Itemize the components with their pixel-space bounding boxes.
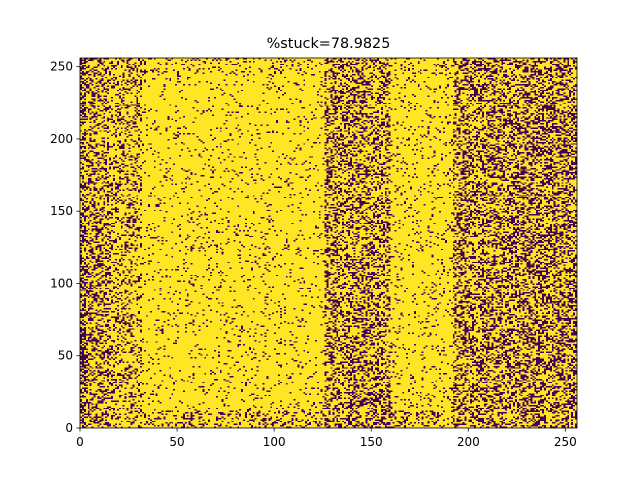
- x-tick-label: 50: [169, 435, 184, 449]
- y-tick-label: 0: [65, 421, 73, 435]
- y-tick-label: 50: [58, 349, 73, 363]
- x-tick-label: 150: [360, 435, 383, 449]
- y-tick-label: 150: [50, 204, 73, 218]
- heatmap-cells: [80, 58, 578, 428]
- y-tick-label: 200: [50, 132, 73, 146]
- y-tick-label: 100: [50, 276, 73, 290]
- x-tick-label: 100: [263, 435, 286, 449]
- plot-frame: [79, 57, 578, 429]
- y-tick-label: 250: [50, 60, 73, 74]
- x-tick-label: 250: [554, 435, 577, 449]
- y-axis: 0 50 100 150 200 250: [50, 60, 80, 435]
- unstuck-cells: [80, 58, 578, 428]
- chart-title: %stuck=78.9825: [267, 36, 391, 52]
- x-axis: 0 50 100 150 200 250: [76, 428, 577, 449]
- x-tick-label: 200: [457, 435, 480, 449]
- x-tick-label: 0: [76, 435, 84, 449]
